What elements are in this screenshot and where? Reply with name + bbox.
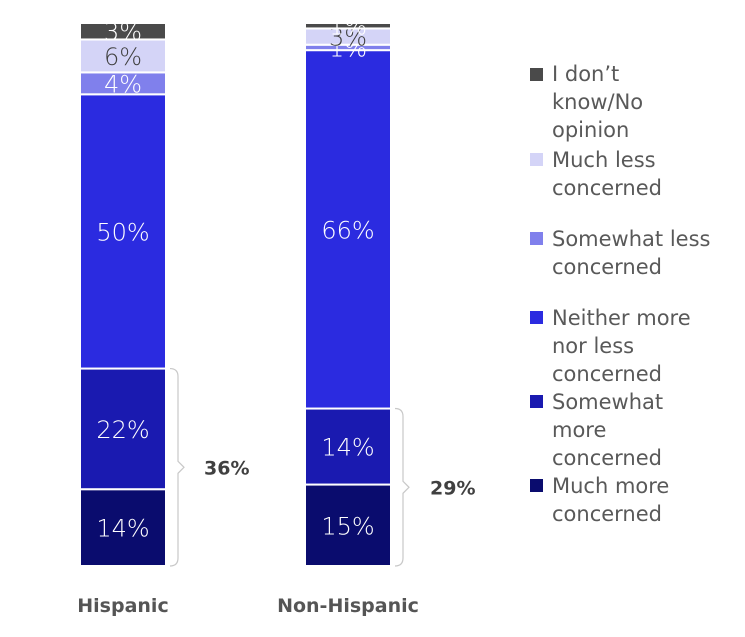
bar-segment-hispanic-much-more-concerned [79, 488, 167, 568]
legend-label-line: concerned [552, 446, 662, 470]
chart-legend: I don’t know/No opinion Much less concerned S… [528, 60, 743, 528]
legend-item-i-don-t-know-no-opinion: I don’t know/No opinion [528, 60, 743, 144]
legend-label-line: opinion [552, 118, 630, 142]
data-label-non-hispanic-somewhat-more-concerned: 14% [321, 434, 374, 462]
bracket-non-hispanic [394, 407, 410, 567]
legend-label-line: I don’t [552, 62, 620, 86]
legend-label-line: Somewhat [552, 390, 664, 414]
legend-item-somewhat-more-concerned: Somewhat more concerned [528, 388, 743, 472]
legend-item-much-more-concerned: Much more concerned [528, 472, 743, 528]
legend-label-line: concerned [552, 502, 662, 526]
bar-segment-hispanic-i-don-t-know-no-opinion [79, 22, 167, 41]
legend-swatch [530, 153, 543, 166]
bar-segment-non-hispanic-i-don-t-know-no-opinion [304, 22, 392, 30]
data-label-hispanic-much-more-concerned: 14% [96, 515, 149, 543]
bar-segment-hispanic-much-less-concerned [79, 38, 167, 74]
legend-label-line: Neither more [552, 306, 691, 330]
data-label-non-hispanic-neither-more-nor-less-concerned: 66% [321, 216, 374, 244]
data-label-hispanic-i-don-t-know-no-opinion: 3% [104, 18, 142, 46]
legend-label-line: concerned [552, 362, 662, 386]
legend-label-line: know/No [552, 90, 644, 114]
legend-label-line: concerned [552, 255, 662, 279]
legend-swatch [530, 311, 543, 324]
legend-label-line: Much less [552, 148, 656, 172]
data-label-hispanic-somewhat-more-concerned: 22% [96, 416, 149, 444]
data-label-hispanic-somewhat-less-concerned: 4% [104, 70, 142, 98]
legend-label-line: more [552, 418, 607, 442]
data-label-hispanic-much-less-concerned: 6% [104, 43, 142, 71]
data-label-non-hispanic-i-don-t-know-no-opinion: 1% [329, 13, 367, 41]
bracket-label-hispanic: 36% [204, 457, 249, 479]
legend-swatch [530, 479, 543, 492]
legend-item-neither-more-nor-less-concerned: Neither more nor less concerned [528, 304, 743, 388]
data-label-non-hispanic-much-more-concerned: 15% [321, 512, 374, 540]
legend-swatch [530, 232, 543, 245]
category-label-non-hispanic: Non-Hispanic [277, 595, 419, 617]
legend-swatch [530, 68, 543, 81]
legend-item-somewhat-less-concerned: Somewhat less concerned [528, 225, 743, 281]
legend-label-line: concerned [552, 176, 662, 200]
legend-label-line: Somewhat less [552, 227, 711, 251]
legend-item-much-less-concerned: Much less concerned [528, 146, 743, 202]
bracket-hispanic [169, 367, 185, 567]
legend-label-line: Much more [552, 474, 670, 498]
legend-swatch [530, 395, 543, 408]
data-label-hispanic-neither-more-nor-less-concerned: 50% [96, 218, 149, 246]
legend-label-line: nor less [552, 334, 635, 358]
bracket-label-non-hispanic: 29% [430, 477, 475, 499]
bar-segment-hispanic-neither-more-nor-less-concerned [79, 93, 167, 370]
category-label-hispanic: Hispanic [77, 595, 168, 617]
bar-segment-non-hispanic-somewhat-more-concerned [304, 407, 392, 486]
